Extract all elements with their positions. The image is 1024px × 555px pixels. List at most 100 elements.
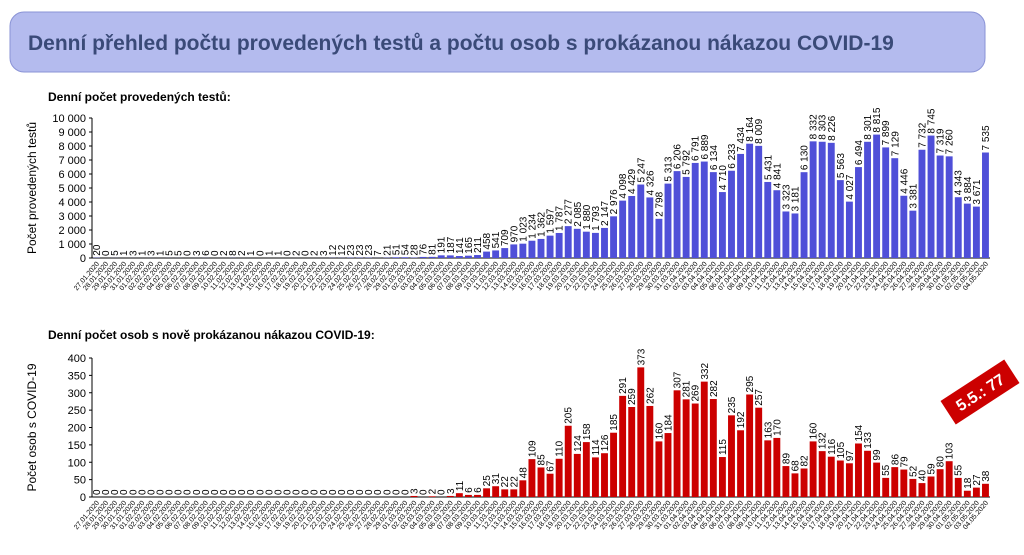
bar: [709, 172, 717, 258]
data-label: 5: [110, 250, 121, 256]
bar: [836, 460, 844, 497]
y-tick-label: 300: [68, 388, 86, 400]
bar: [682, 176, 690, 258]
data-label: 6 494: [854, 140, 865, 165]
data-label: 0: [219, 489, 230, 495]
bar: [746, 394, 754, 497]
bar: [800, 468, 808, 497]
bar: [864, 450, 871, 497]
bar: [546, 473, 554, 497]
bar: [401, 257, 409, 258]
data-label: 187: [446, 236, 457, 253]
bar: [882, 147, 890, 258]
data-label: 7 434: [736, 126, 747, 151]
data-label: 0: [301, 250, 312, 256]
data-label: 8 009: [754, 118, 765, 143]
bar: [864, 141, 871, 258]
data-label: 5 313: [663, 156, 674, 181]
bar: [982, 483, 989, 497]
bar: [927, 135, 935, 258]
data-label: 52: [908, 465, 919, 477]
bar: [474, 494, 481, 497]
bar: [718, 457, 726, 497]
y-tick-label: 3 000: [58, 211, 86, 223]
y-tick-label: 4 000: [58, 197, 86, 209]
data-label: 18: [963, 477, 974, 489]
y-tick-label: 1 000: [58, 239, 86, 251]
data-label: 109: [527, 440, 538, 457]
bar: [918, 149, 926, 258]
data-label: 126: [600, 434, 611, 451]
data-label: 0: [110, 489, 121, 495]
bar: [755, 145, 763, 258]
data-label: 0: [283, 250, 294, 256]
y-tick-label: 350: [68, 370, 86, 382]
data-label: 1 234: [527, 213, 538, 238]
y-tick-label: 2 000: [58, 225, 86, 237]
bar: [555, 458, 563, 497]
bar: [773, 437, 781, 497]
bar: [845, 201, 853, 258]
data-label: 11: [455, 480, 466, 491]
bar: [637, 184, 645, 258]
data-label: 59: [927, 463, 938, 475]
data-label: 3: [446, 488, 457, 494]
data-label: 2: [292, 250, 303, 256]
data-label: 23: [364, 244, 375, 256]
data-label: 291: [618, 377, 629, 394]
y-axis-label: Počet provedených testů: [25, 122, 39, 254]
data-label: 22: [509, 476, 520, 488]
y-tick-label: 250: [68, 405, 86, 417]
bar: [709, 399, 717, 497]
data-label: 3: [319, 250, 330, 256]
data-label: 5: [174, 250, 185, 256]
bar: [646, 197, 654, 258]
bar: [655, 441, 663, 497]
data-label: 3 181: [790, 186, 801, 211]
bar: [718, 192, 726, 258]
data-label: 1: [246, 250, 257, 256]
data-label: 1 880: [582, 204, 593, 229]
bar: [791, 213, 799, 258]
data-label: 25: [482, 475, 493, 487]
data-label: 295: [745, 375, 756, 392]
data-label: 205: [564, 407, 575, 424]
bar: [972, 487, 980, 497]
data-label: 115: [718, 439, 729, 455]
bar: [428, 496, 436, 497]
data-label: 0: [183, 489, 194, 495]
bar: [564, 425, 572, 497]
bar: [809, 441, 817, 497]
data-label: 1: [264, 250, 275, 256]
bar: [528, 240, 536, 258]
data-label: 3 323: [781, 184, 792, 209]
bar: [546, 235, 554, 258]
bar: [818, 141, 826, 258]
data-label: 4 343: [954, 170, 965, 195]
bar: [673, 390, 681, 497]
data-label: 0: [319, 489, 330, 495]
bar: [464, 494, 472, 497]
data-label: 68: [790, 460, 801, 472]
data-label: 5 792: [682, 149, 693, 174]
data-label: 8 332: [809, 114, 820, 139]
data-label: 709: [500, 229, 511, 246]
data-label: 6 233: [727, 143, 738, 168]
data-label: 8 301: [863, 114, 874, 139]
bar: [909, 478, 917, 497]
data-label: 0: [128, 489, 139, 495]
data-label: 0: [119, 489, 130, 495]
data-label: 3 884: [963, 176, 974, 201]
data-label: 0: [292, 489, 303, 495]
data-label: 79: [899, 456, 910, 468]
y-tick-label: 10 000: [52, 113, 86, 125]
bar: [728, 170, 735, 258]
data-label: 0: [400, 489, 411, 495]
data-label: 105: [836, 441, 847, 458]
bar: [428, 256, 436, 258]
data-label: 6 206: [673, 144, 684, 169]
y-tick-label: 400: [68, 353, 86, 365]
bar: [873, 462, 881, 497]
bar: [900, 195, 908, 258]
data-label: 48: [518, 467, 529, 479]
